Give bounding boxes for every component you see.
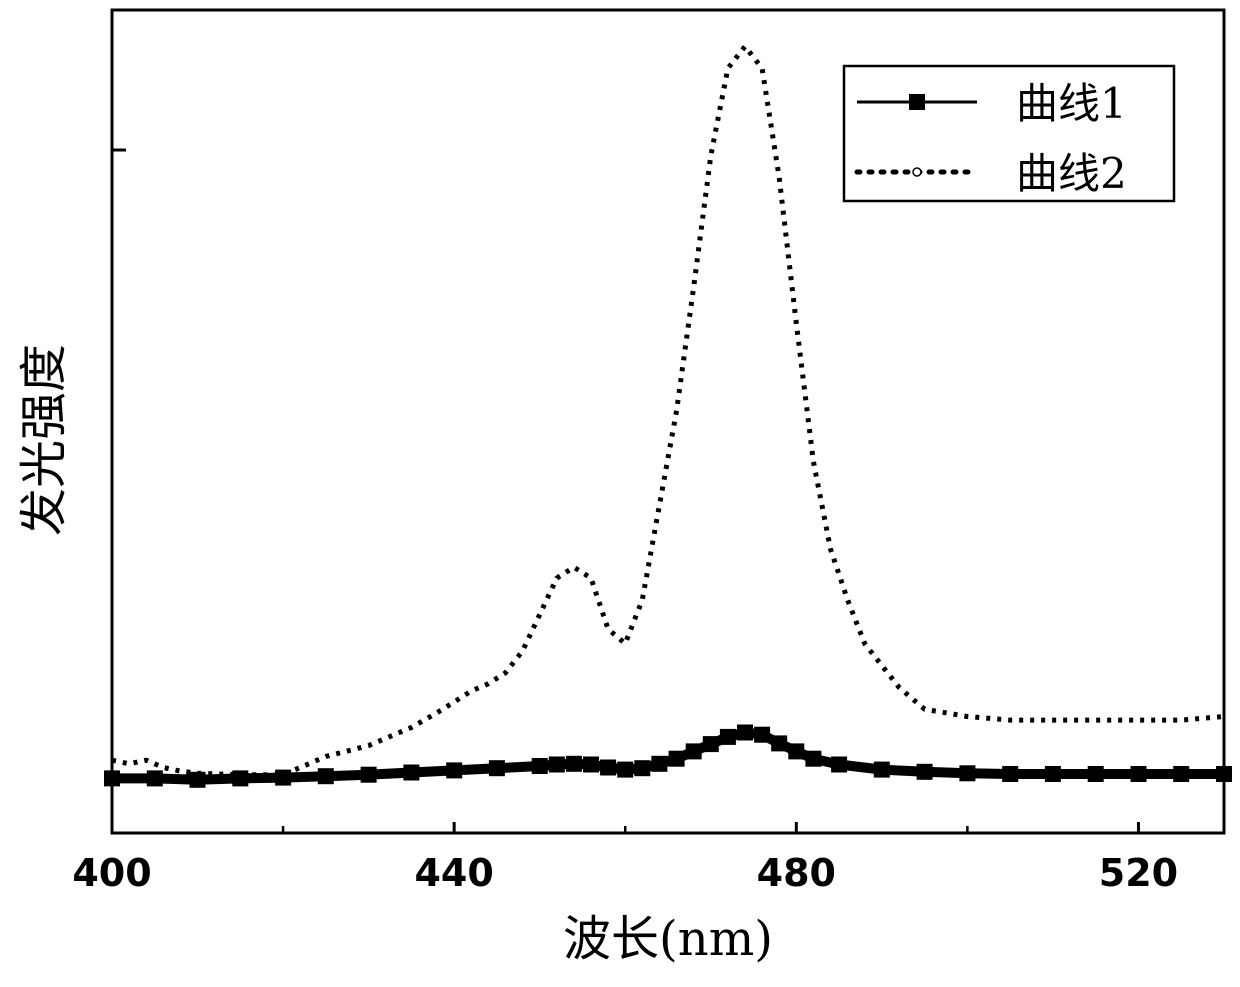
- x-tick-label-400: 400: [72, 851, 151, 895]
- series-1-point: [232, 770, 248, 786]
- series-1-point: [532, 758, 548, 774]
- legend-label-series-2: 曲线2: [1016, 149, 1127, 198]
- series-1-point: [600, 760, 616, 776]
- series-1-point: [634, 760, 650, 776]
- series-1-point: [1173, 766, 1189, 782]
- axis-ticks: [112, 150, 1138, 833]
- series-1-point: [275, 770, 291, 786]
- series-1-point: [669, 751, 685, 767]
- legend-label-series-1: 曲线1: [1016, 79, 1127, 128]
- series-1-point: [583, 757, 599, 773]
- series-1-point: [703, 736, 719, 752]
- series-1-point: [318, 768, 334, 784]
- series-1-point: [959, 765, 975, 781]
- series-1-point: [651, 756, 667, 772]
- series-1-point: [771, 735, 787, 751]
- x-axis-title: 波长(nm): [563, 911, 773, 967]
- series-1-point: [361, 767, 377, 783]
- x-tick-labels: 400 440 480 520: [72, 851, 1178, 895]
- series-1-point: [1216, 766, 1232, 782]
- series-1-point: [104, 770, 120, 786]
- series-1-point: [190, 772, 206, 788]
- y-axis-title: 发光强度: [16, 344, 72, 536]
- series-1-point: [1088, 766, 1104, 782]
- series-1-point: [805, 751, 821, 767]
- series-1-point: [403, 765, 419, 781]
- series-1-point: [617, 762, 633, 778]
- series-1-point: [446, 762, 462, 778]
- x-tick-label-520: 520: [1099, 851, 1178, 895]
- x-tick-label-440: 440: [414, 851, 493, 895]
- series-1-point: [686, 743, 702, 759]
- x-tick-label-480: 480: [757, 851, 836, 895]
- series-1-point: [754, 727, 770, 743]
- series-1-point: [737, 725, 753, 741]
- series-1-point: [1131, 766, 1147, 782]
- legend: 曲线1 曲线2: [844, 66, 1174, 201]
- series-1-point: [549, 757, 565, 773]
- series-1-point: [1002, 766, 1018, 782]
- series-1-point: [874, 762, 890, 778]
- series-1-point: [147, 770, 163, 786]
- series-1-point: [720, 729, 736, 745]
- series-1-point: [566, 756, 582, 772]
- series-1-point: [917, 764, 933, 780]
- series-1-point: [831, 757, 847, 773]
- series-1-point: [788, 743, 804, 759]
- series-1-point: [1045, 766, 1061, 782]
- series-1-point: [489, 760, 505, 776]
